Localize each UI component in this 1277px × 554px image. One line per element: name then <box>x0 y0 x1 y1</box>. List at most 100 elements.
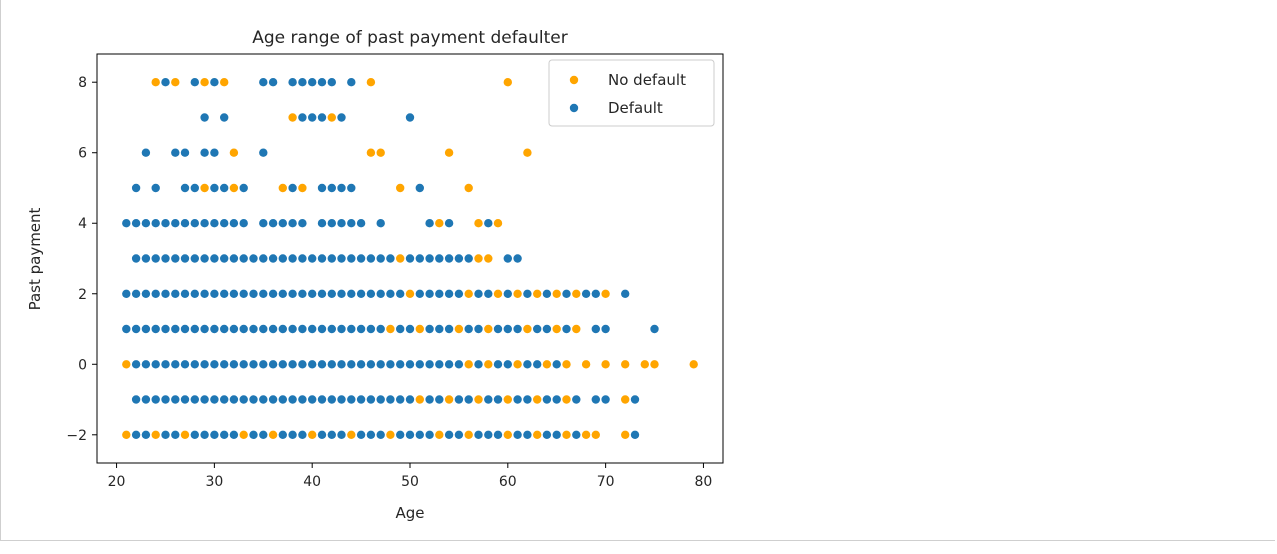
data-point-default <box>131 219 141 228</box>
data-point-default <box>259 289 268 298</box>
data-point-default <box>161 324 170 334</box>
data-point-default <box>122 324 131 334</box>
data-point-no-default <box>474 395 483 404</box>
data-point-default <box>317 254 327 263</box>
data-point-no-default <box>444 148 454 157</box>
data-point-default <box>376 360 385 369</box>
data-point-default <box>298 219 307 228</box>
data-point-default <box>533 324 542 334</box>
data-point-default <box>210 430 219 439</box>
data-point-default <box>337 254 346 263</box>
data-point-no-default <box>347 430 356 439</box>
data-point-default <box>454 289 464 298</box>
chart-title: Age range of past payment defaulter <box>252 28 567 48</box>
data-point-default <box>239 219 248 228</box>
data-point-default <box>249 289 258 298</box>
data-point-default <box>259 430 268 439</box>
data-point-no-default <box>503 395 512 404</box>
data-point-no-default <box>650 360 659 369</box>
data-point-default <box>405 430 415 439</box>
data-point-default <box>474 430 483 439</box>
data-point-default <box>190 183 199 193</box>
data-point-default <box>591 395 600 404</box>
data-point-no-default <box>454 324 464 334</box>
data-point-default <box>425 289 434 298</box>
data-point-no-default <box>122 430 131 439</box>
data-point-default <box>288 324 297 334</box>
data-point-no-default <box>493 219 503 228</box>
data-point-default <box>298 324 307 334</box>
data-point-default <box>464 324 473 334</box>
data-point-default <box>180 395 190 404</box>
data-point-default <box>347 219 356 228</box>
data-point-default <box>376 430 385 439</box>
data-point-default <box>591 289 600 298</box>
data-point-default <box>425 430 434 439</box>
data-point-default <box>523 360 532 369</box>
data-point-default <box>415 289 424 298</box>
data-point-default <box>396 430 405 439</box>
data-point-no-default <box>435 430 444 439</box>
data-point-default <box>229 360 239 369</box>
data-point-no-default <box>386 430 395 439</box>
data-point-default <box>190 254 199 263</box>
data-point-default <box>503 289 512 298</box>
data-point-default <box>327 360 336 369</box>
legend-marker-default <box>569 103 579 113</box>
data-point-default <box>347 183 356 193</box>
data-point-default <box>180 183 190 193</box>
data-point-default <box>601 324 610 334</box>
data-point-default <box>327 395 336 404</box>
data-point-default <box>474 289 483 298</box>
data-point-default <box>435 289 444 298</box>
data-point-default <box>249 254 258 263</box>
x-tick-label: 80 <box>695 474 713 490</box>
data-point-default <box>376 254 385 263</box>
data-point-default <box>259 324 268 334</box>
data-point-no-default <box>523 148 532 157</box>
data-point-default <box>454 395 464 404</box>
data-point-default <box>493 430 503 439</box>
data-point-default <box>210 324 219 334</box>
data-point-default <box>444 430 454 439</box>
data-point-no-default <box>552 289 561 298</box>
data-point-default <box>533 360 542 369</box>
data-point-no-default <box>288 113 297 122</box>
data-point-default <box>415 254 424 263</box>
data-point-default <box>317 219 327 228</box>
y-tick-label: 2 <box>78 287 87 303</box>
data-point-default <box>268 78 278 87</box>
data-point-default <box>327 289 336 298</box>
data-point-no-default <box>572 324 581 334</box>
data-point-default <box>259 148 268 157</box>
data-point-default <box>151 360 160 369</box>
data-point-no-default <box>474 254 483 263</box>
data-point-default <box>327 183 336 193</box>
data-point-default <box>405 254 415 263</box>
data-point-default <box>210 360 219 369</box>
data-point-no-default <box>444 395 454 404</box>
data-point-default <box>288 78 297 87</box>
data-point-no-default <box>621 395 630 404</box>
data-point-default <box>151 183 160 193</box>
data-point-default <box>376 219 385 228</box>
data-point-default <box>327 324 336 334</box>
data-point-default <box>229 219 239 228</box>
data-point-default <box>347 360 356 369</box>
data-point-default <box>268 289 278 298</box>
data-point-no-default <box>503 78 512 87</box>
data-point-default <box>141 148 151 157</box>
x-tick-label: 60 <box>499 474 517 490</box>
data-point-no-default <box>484 254 493 263</box>
legend-marker-no-default <box>569 75 579 85</box>
data-point-no-default <box>376 148 385 157</box>
data-point-default <box>278 254 287 263</box>
data-point-default <box>317 360 327 369</box>
data-point-default <box>386 254 395 263</box>
data-point-default <box>259 78 268 87</box>
data-point-default <box>386 289 395 298</box>
data-point-default <box>444 219 454 228</box>
data-point-default <box>141 254 151 263</box>
data-point-default <box>317 183 327 193</box>
x-tick-label: 30 <box>205 474 223 490</box>
